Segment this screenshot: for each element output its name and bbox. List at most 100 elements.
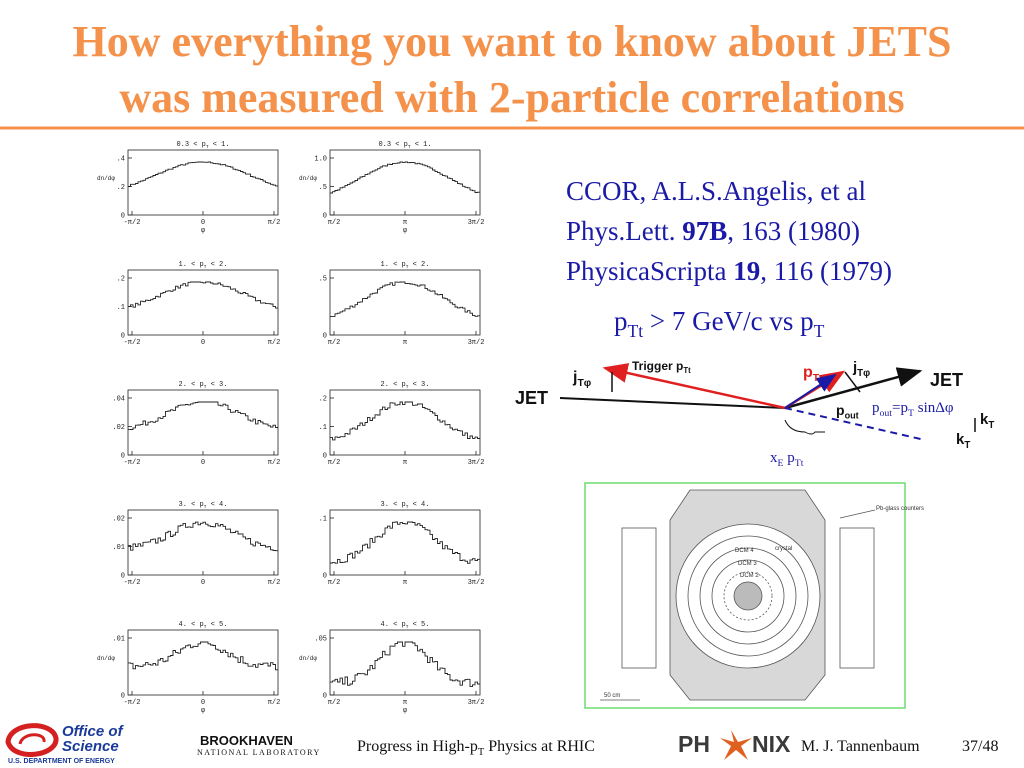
x-tick-label: π/2 — [268, 579, 281, 587]
scanned-plot: 4. < pT < 5. .05 0π/2 π 3π/2 dn/dφ φ — [299, 621, 484, 715]
bnl-sub: NATIONAL LABORATORY — [197, 748, 321, 757]
detector-label: DCM 4 — [735, 548, 754, 554]
x-axis-label: φ — [403, 707, 408, 715]
text-run: 3. < p — [381, 501, 406, 509]
kinematics-diagram: JET JET jTφ Trigger pTt pT jTφ pout kT k… — [515, 359, 994, 469]
text-run: 4. < p — [179, 621, 204, 629]
text-run: JET — [930, 370, 963, 390]
x-axis-label: φ — [403, 227, 408, 235]
panel-title: 0.3 < pT < 1. — [176, 141, 229, 150]
kt-label: kT — [980, 411, 994, 431]
y-tick-label: 0 — [121, 573, 125, 581]
y-tick-label: .1 — [319, 424, 327, 432]
y-tick-label: .4 — [117, 156, 125, 164]
text-run: < 2. — [408, 261, 429, 269]
subscript: T — [204, 264, 207, 270]
jet-axis — [784, 367, 923, 410]
text-run: 1. < p — [179, 261, 204, 269]
scanned-plot: 2. < pT < 3. .2 .1 0π/2 π 3π/2 — [319, 381, 485, 467]
y-tick-label: .5 — [319, 276, 327, 284]
scanned-plot: 3. < pT < 4..02.010-π/2 0 π/2 — [112, 501, 280, 587]
text-run: , 163 (1980) — [727, 216, 860, 246]
x-tick-label: π — [403, 339, 408, 347]
x-tick-label: 3π/2 — [468, 459, 485, 467]
pt-label: pT — [803, 364, 820, 384]
subscript: T — [406, 264, 409, 270]
x-tick-label: 3π/2 — [468, 339, 485, 347]
text-run: < 2. — [206, 261, 227, 269]
brace — [784, 419, 825, 435]
subscript: T — [964, 440, 970, 451]
scanned-trace — [128, 641, 278, 671]
y-tick-label: .2 — [117, 276, 125, 284]
doe-logo — [5, 723, 59, 757]
scanned-trace — [330, 281, 480, 317]
text-run: p — [614, 306, 628, 336]
text-run: Phys.Lett. — [566, 216, 682, 246]
text-run: JET — [515, 388, 548, 408]
y-tick-label: 0 — [121, 453, 125, 461]
x-tick-label: 0 — [201, 459, 205, 467]
xe-label: xE pTt — [770, 450, 804, 469]
counter-array — [839, 527, 875, 669]
text-run: 3. < p — [179, 501, 204, 509]
bnl-logo: BROOKHAVEN — [200, 733, 293, 748]
y-tick-label: .1 — [319, 516, 327, 524]
y-axis-label: dn/dφ — [299, 655, 317, 662]
y-tick-label: .05 — [314, 636, 327, 644]
text-run: p — [783, 450, 794, 466]
subscript: Tφ — [857, 368, 870, 379]
detector-label: DCM 3 — [738, 561, 757, 567]
title-line: was measured with 2-particle correlation… — [119, 73, 904, 122]
counter-array — [621, 527, 657, 669]
drift-chamber — [699, 547, 797, 645]
crystal-ring — [723, 571, 773, 621]
x-tick-label: 0 — [201, 699, 205, 707]
trigger-condition: pTt > 7 GeV/c vs pT — [614, 306, 825, 341]
office-text: Science — [62, 738, 119, 755]
y-axis-label: dn/dφ — [299, 175, 317, 182]
phenix-logo: NIX — [752, 731, 791, 757]
y-tick-label: .02 — [112, 516, 125, 524]
scanned-trace — [330, 521, 480, 564]
detector-label: Pb-glass counters — [876, 506, 924, 512]
subscript: T — [478, 747, 485, 758]
x-tick-label: 3π/2 — [468, 699, 485, 707]
subscript: Tt — [683, 366, 691, 375]
footer: Office of Science U.S. DEPARTMENT OF ENE… — [5, 723, 998, 765]
subscript: T — [204, 624, 207, 630]
leader-line — [839, 509, 876, 519]
x-tick-label: π/2 — [268, 339, 281, 347]
scanned-trace — [128, 281, 278, 309]
panel-title: 1. < pT < 2. — [381, 261, 430, 270]
office-text: Office of — [62, 723, 125, 740]
subscript: T — [206, 144, 209, 150]
scanned-trace — [330, 161, 480, 194]
y-tick-label: 0 — [323, 333, 327, 341]
y-axis-label: dn/dφ — [97, 655, 115, 662]
y-tick-label: .01 — [112, 636, 125, 644]
text-run: Physics at RHIC — [484, 738, 595, 755]
x-tick-label: π — [403, 459, 408, 467]
x-tick-label: -π/2 — [124, 579, 141, 587]
scanned-plot: 0.3 < pT < 1. 1.0 .5 0π/2 π 3π/2 dn/dφ φ — [299, 141, 484, 235]
text-run: 1. < p — [381, 261, 406, 269]
text-run: 4. < p — [381, 621, 406, 629]
x-tick-label: 0 — [201, 339, 205, 347]
y-tick-label: 0 — [323, 453, 327, 461]
y-tick-label: .01 — [112, 544, 125, 552]
text-run: p — [803, 364, 813, 381]
subscript: Tt — [628, 321, 644, 341]
text-run: p — [676, 359, 683, 373]
x-tick-label: π/2 — [268, 459, 281, 467]
text-run: < 1. — [209, 141, 230, 149]
text-run: x — [770, 450, 778, 466]
x-tick-label: 0 — [201, 219, 205, 227]
trigger-vector — [602, 363, 786, 410]
y-tick-label: .2 — [319, 396, 327, 404]
text-run: 2. < p — [381, 381, 406, 389]
doe-logo — [18, 733, 46, 745]
subscript: T — [408, 144, 411, 150]
panel-title: 1. < pT < 2. — [179, 261, 228, 270]
